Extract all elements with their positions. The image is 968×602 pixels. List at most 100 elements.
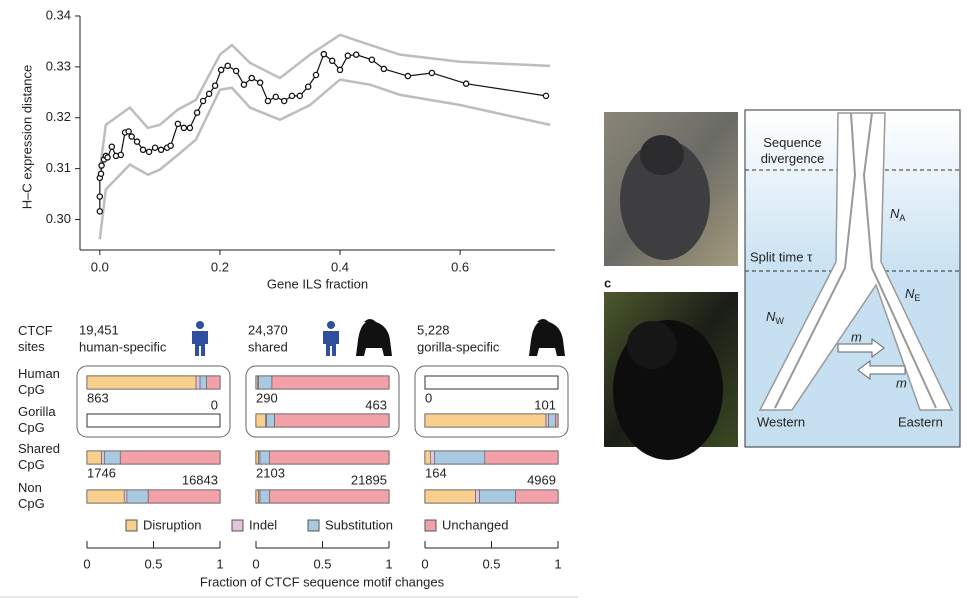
line (99, 53, 547, 212)
pop-size-main: N (905, 286, 915, 301)
bar-segment (123, 489, 128, 504)
point (117, 151, 125, 159)
point (97, 170, 105, 177)
bar-segment (255, 413, 266, 428)
bar-segment (271, 375, 390, 390)
count-label: 290 (256, 390, 278, 405)
legend-swatch (231, 519, 244, 532)
gorilla-icon (356, 319, 392, 356)
group-box (414, 365, 569, 438)
point (428, 69, 436, 77)
count-label: 101 (534, 397, 556, 412)
point (256, 79, 264, 86)
x-tick-label: 1 (554, 556, 561, 571)
bar-segment (274, 413, 390, 428)
point (288, 92, 296, 100)
point (125, 128, 132, 135)
population-label: Western (757, 414, 805, 429)
point (272, 93, 280, 101)
x-tick-label: 0 (252, 556, 259, 571)
site-class: gorilla-specific (417, 339, 500, 354)
pop-size: NW (766, 309, 784, 326)
migration-arrow (857, 360, 906, 380)
bar-segment (434, 450, 486, 465)
point (193, 109, 201, 116)
x-tick-label: 0.5 (482, 556, 500, 571)
count-label: 164 (425, 465, 447, 480)
point (217, 66, 225, 74)
human-icon (323, 331, 339, 356)
human-icon (327, 321, 335, 329)
row-header: CTCF sites (18, 323, 53, 354)
count-label: 0 (425, 390, 432, 405)
photo-subject (640, 135, 684, 175)
point (224, 62, 231, 70)
point (380, 65, 388, 73)
bar-segment (268, 489, 390, 504)
population-label: Eastern (898, 414, 943, 429)
point (404, 72, 412, 80)
migration-label: m (851, 329, 862, 344)
bar-segment (259, 450, 270, 465)
bar-segment (545, 413, 549, 428)
point (232, 67, 240, 75)
x-tick-label: 0.2 (211, 259, 229, 274)
row-label: Human CpG (18, 366, 60, 397)
point (211, 82, 219, 89)
legend-label: Unchanged (442, 517, 509, 532)
human-icon (192, 331, 208, 356)
point (352, 51, 360, 58)
bar-segment (101, 450, 105, 465)
row-label: Shared CpG (18, 441, 60, 472)
point (133, 138, 141, 145)
y-tick-label: 0.31 (46, 160, 71, 175)
y-axis-label: H–C expression distance (19, 65, 34, 210)
site-count: 24,370 (248, 322, 288, 337)
point (167, 142, 174, 149)
pop-size-main: N (766, 309, 776, 324)
point (542, 92, 550, 100)
bar-segment (259, 489, 270, 504)
split-time: Split time τ (750, 249, 813, 264)
point (151, 144, 159, 152)
point (104, 154, 111, 161)
point (296, 92, 304, 100)
site-class: human-specific (79, 339, 167, 354)
bar-segment (255, 489, 259, 504)
bar-segment (430, 450, 435, 465)
legend-label: Disruption (143, 517, 202, 532)
point (96, 193, 104, 200)
x-tick-label: 0.6 (451, 259, 469, 274)
bar-segment (475, 489, 480, 504)
point (98, 162, 105, 169)
confidence-band (98, 33, 551, 170)
pop-size-sub: W (775, 316, 784, 326)
bar-segment (515, 489, 559, 504)
bar-segment (268, 450, 390, 465)
legend-swatch (125, 519, 138, 532)
point (320, 50, 328, 58)
row-label: Gorilla CpG (18, 404, 56, 435)
count-label: 863 (87, 390, 109, 405)
bar-segment (147, 489, 221, 504)
point (344, 52, 352, 59)
bar-segment (86, 450, 102, 465)
bar-outline (424, 375, 559, 390)
count-label: 0 (211, 397, 218, 412)
pop-size-sub: E (914, 293, 920, 303)
point (264, 97, 272, 105)
bar-segment (479, 489, 516, 504)
x-tick-label: 0.5 (313, 556, 331, 571)
point (462, 80, 470, 87)
point (205, 90, 213, 98)
point (174, 120, 182, 128)
point (157, 146, 165, 154)
point (240, 81, 248, 88)
divergence-label: Sequence divergence (760, 135, 825, 166)
point (312, 71, 320, 79)
bar-segment (424, 450, 431, 465)
bar-segment (103, 450, 121, 465)
count-label: 1746 (87, 465, 116, 480)
group-box (245, 365, 400, 438)
bar-segment (195, 375, 201, 390)
